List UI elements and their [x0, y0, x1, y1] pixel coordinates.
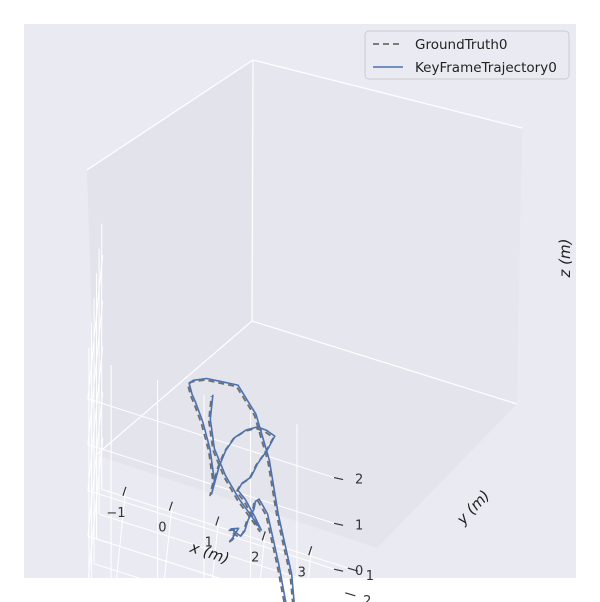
- legend: GroundTruth0 KeyFrameTrajectory0: [364, 30, 570, 80]
- x-tick-label: 1: [205, 536, 213, 551]
- z-tick-mark: [333, 476, 344, 481]
- z-tick-mark: [333, 568, 344, 572]
- series-line-groundtruth0: [186, 378, 294, 602]
- x-axis-ticks: −1 0 1 2 3: [106, 486, 313, 580]
- y-tick-label: 2: [363, 594, 371, 602]
- z-axis-label: z (m): [556, 239, 574, 279]
- left-pane: [87, 60, 253, 455]
- series-line-keyframetrajectory0: [188, 377, 295, 602]
- legend-label-groundtruth0: GroundTruth0: [415, 37, 507, 53]
- x-tick-mark: [261, 531, 266, 541]
- x-tick-label: 2: [251, 550, 259, 565]
- z-tick-label: 0: [355, 564, 363, 579]
- z-tick-label: 2: [355, 473, 363, 488]
- x-tick-label: −1: [106, 506, 125, 521]
- x-tick-mark: [122, 486, 127, 497]
- x-tick-label: 3: [298, 565, 306, 580]
- floor-pane: [96, 321, 517, 548]
- x-tick-mark: [308, 546, 313, 556]
- pane-grid: [87, 223, 349, 602]
- x-tick-label: 0: [158, 521, 166, 536]
- x-tick-mark: [168, 501, 173, 511]
- y-tick-label: 1: [366, 569, 374, 584]
- y-axis-ticks: 123456: [345, 567, 374, 602]
- pane-edges: [86, 59, 523, 456]
- z-tick-mark: [333, 522, 344, 526]
- legend-label-keyframetrajectory0: KeyFrameTrajectory0: [415, 60, 557, 76]
- legend-box: [364, 30, 570, 80]
- x-tick-mark: [215, 516, 220, 526]
- y-tick-mark: [345, 592, 356, 597]
- z-tick-label: 1: [355, 518, 363, 533]
- back-pane: [252, 60, 522, 404]
- y-tick-mark: [347, 567, 359, 572]
